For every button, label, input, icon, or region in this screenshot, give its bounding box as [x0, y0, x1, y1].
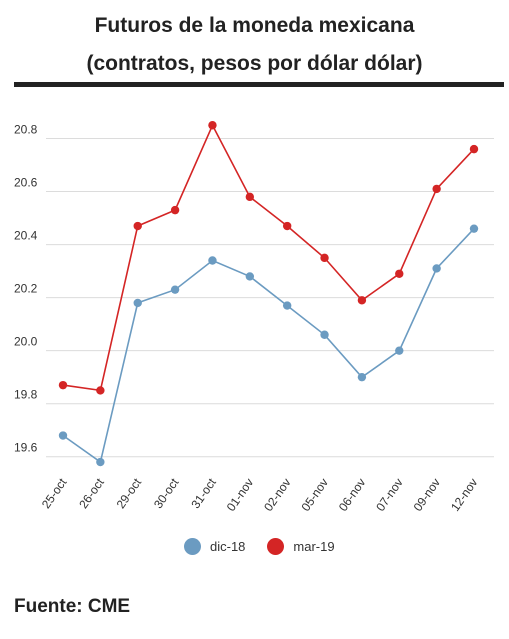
data-point-mar-19[interactable]: [357, 296, 367, 305]
x-tick-label: 26-oct: [76, 475, 107, 511]
legend-label-dic-18: dic-18: [210, 539, 246, 554]
y-tick-label: 20.4: [14, 229, 38, 243]
legend: dic-18 mar-19: [184, 538, 357, 555]
data-point-dic-18[interactable]: [357, 372, 367, 382]
y-tick-label: 19.8: [14, 388, 38, 402]
chart-title-line2: (contratos, pesos por dólar dólar): [86, 52, 423, 75]
x-tick-label: 02-nov: [261, 476, 294, 514]
legend-marker-mar-19: [267, 538, 285, 555]
x-tick-label: 06-nov: [336, 476, 369, 514]
series-line-dic-18: [62, 228, 475, 464]
data-point-mar-19[interactable]: [320, 253, 329, 263]
data-point-mar-19[interactable]: [96, 386, 105, 395]
x-tick-label: 31-oct: [188, 475, 219, 511]
data-point-dic-18[interactable]: [282, 301, 292, 310]
data-point-mar-19[interactable]: [282, 221, 292, 231]
y-tick-label: 20.0: [14, 335, 38, 349]
data-point-dic-18[interactable]: [58, 431, 68, 440]
data-point-dic-18[interactable]: [208, 256, 217, 265]
data-point-dic-18[interactable]: [245, 272, 255, 281]
y-tick-label: 19.6: [14, 441, 38, 455]
y-tick-label: 20.8: [14, 123, 38, 137]
x-tick-label: 29-oct: [114, 475, 145, 511]
data-point-mar-19[interactable]: [432, 184, 441, 194]
source-note: Fuente: CME: [14, 596, 131, 617]
x-tick-label: 25-oct: [39, 475, 70, 511]
x-tick-label: 12-nov: [448, 476, 481, 514]
data-point-mar-19[interactable]: [208, 121, 217, 130]
data-point-mar-19[interactable]: [469, 144, 479, 154]
x-tick-label: 30-oct: [151, 475, 182, 511]
x-tick-label: 01-nov: [224, 476, 257, 514]
x-tick-label: 05-nov: [298, 476, 331, 514]
x-tick-label: 09-nov: [411, 476, 444, 514]
data-point-mar-19[interactable]: [395, 269, 404, 278]
y-tick-labels: 19.6 19.8 20.0 20.2 20.4 20.6 20.8: [14, 123, 38, 455]
data-point-dic-18[interactable]: [170, 285, 180, 294]
x-tick-label: 07-nov: [373, 476, 406, 514]
legend-item-dic-18[interactable]: dic-18: [184, 538, 245, 555]
series-lines: [62, 123, 475, 464]
data-point-dic-18[interactable]: [395, 346, 404, 355]
title-rule: [14, 82, 504, 87]
data-point-dic-18[interactable]: [432, 264, 441, 273]
legend-label-mar-19: mar-19: [293, 539, 335, 554]
x-tick-labels: 25-oct 26-oct 29-oct 30-oct 31-oct 01-nov 02-n…: [39, 475, 481, 514]
line-chart: 19.6 19.8 20.0 20.2 20.4 20.6 20.8 25-oct 26-oc…: [14, 121, 494, 514]
data-point-dic-18[interactable]: [469, 224, 479, 233]
data-point-mar-19[interactable]: [133, 221, 142, 231]
data-point-dic-18[interactable]: [133, 298, 142, 308]
series-points: [58, 121, 479, 467]
chart-title-line1: Futuros de la moneda mexicana: [94, 14, 415, 37]
y-tick-label: 20.2: [14, 282, 38, 296]
legend-item-mar-19[interactable]: mar-19: [267, 538, 335, 555]
data-point-dic-18[interactable]: [96, 457, 105, 467]
data-point-mar-19[interactable]: [58, 380, 68, 390]
data-point-mar-19[interactable]: [170, 205, 180, 215]
legend-marker-dic-18: [184, 538, 201, 555]
data-point-mar-19[interactable]: [245, 192, 255, 202]
data-point-dic-18[interactable]: [320, 330, 329, 339]
y-tick-label: 20.6: [14, 176, 38, 190]
series-line-mar-19: [62, 123, 475, 392]
